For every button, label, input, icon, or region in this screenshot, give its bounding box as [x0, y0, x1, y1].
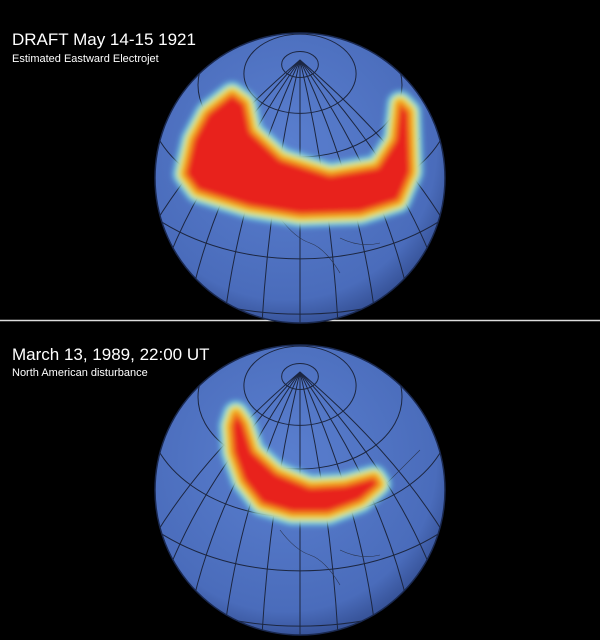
electrojet	[173, 82, 423, 227]
meridian-line	[155, 59, 301, 323]
globe-rim	[154, 344, 446, 636]
globe-layers	[155, 33, 445, 323]
globe	[154, 344, 446, 636]
electrojet-core	[232, 414, 378, 512]
electrojet-core	[186, 95, 410, 214]
globe-layers	[155, 345, 445, 635]
meridian-line	[299, 59, 445, 323]
meridian-line	[155, 371, 301, 635]
electrojet	[219, 401, 391, 525]
globe-rim	[154, 32, 446, 324]
panel-title: DRAFT May 14-15 1921	[12, 30, 196, 49]
panel-title: March 13, 1989, 22:00 UT	[12, 345, 210, 364]
globe	[154, 32, 446, 324]
meridian-line	[299, 371, 445, 635]
panel-subtitle: Estimated Eastward Electrojet	[12, 53, 159, 65]
panel-subtitle: North American disturbance	[12, 367, 148, 379]
